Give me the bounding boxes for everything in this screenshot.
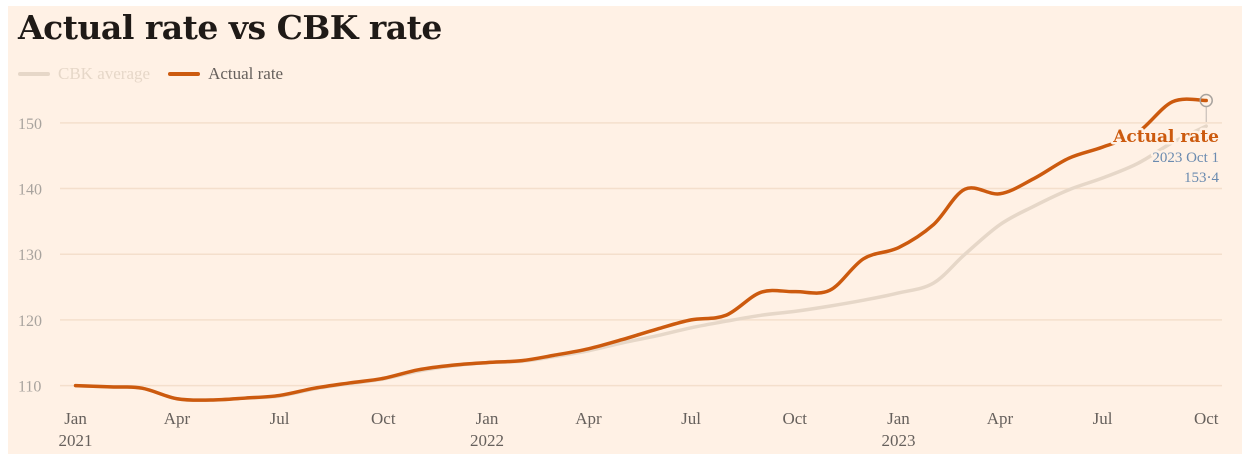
legend-swatch-cbk-average [18,72,50,76]
x-tick-year-0: 2021 [59,431,93,450]
legend-swatch-actual-rate [168,72,201,76]
annotation-series-label-halo: Actual rate [1112,127,1219,147]
series-lines [73,97,1208,402]
x-tick-year-4: 2022 [470,431,504,450]
x-tick-label-10: Jul [1093,409,1113,428]
y-tick-label-150: 150 [18,116,42,133]
annotation-date-label-halo: 2023 Oct 1 [1152,150,1219,166]
legend-label-actual-rate: Actual rate [208,64,284,83]
x-tick-label-1: Apr [164,409,191,428]
y-tick-label-140: 140 [18,182,42,199]
y-tick-label-120: 120 [18,313,42,330]
annotation-date-label: 2023 Oct 1 [1152,150,1219,166]
annotation-series-label: Actual rate [1112,127,1219,147]
annotation-value-label-halo: 153·4 [1184,170,1219,186]
x-tick-label-2: Jul [270,409,290,428]
series-line-actual-rate [73,97,1208,402]
legend-item-cbk-average[interactable]: CBK average [18,64,150,84]
x-axis-ticks: Jan 2021 Apr Jul Oct Jan 2022 Apr Jul Oct Jan 2023 A… [59,409,1219,450]
annotation-point-marker [1199,93,1213,108]
annotation-value-label: 153·4 [1184,170,1219,186]
x-tick-label-11: Oct [1194,409,1219,428]
x-tick-label-3: Oct [371,409,396,428]
x-tick-label-8: Jan [887,409,910,428]
y-tick-label-130: 130 [18,247,42,264]
x-tick-label-0: Jan [64,409,87,428]
x-tick-label-7: Oct [782,409,807,428]
y-axis-ticks: 110 120 130 140 150 [18,116,42,396]
gridlines [60,122,1222,387]
x-tick-label-4: Jan [476,409,499,428]
x-tick-label-6: Jul [681,409,701,428]
legend-label-cbk-average: CBK average [58,64,151,83]
chart-card: Actual rate vs CBK rate CBK average Actu… [8,6,1242,454]
series-line-cbk-average [73,124,1208,402]
x-tick-label-9: Apr [987,409,1014,428]
x-tick-year-8: 2023 [881,431,915,450]
legend-item-actual-rate[interactable]: Actual rate [168,64,283,84]
x-tick-label-5: Apr [575,409,602,428]
y-tick-label-110: 110 [18,379,41,396]
chart-legend: CBK average Actual rate [18,64,283,84]
chart-title: Actual rate vs CBK rate [18,8,442,47]
